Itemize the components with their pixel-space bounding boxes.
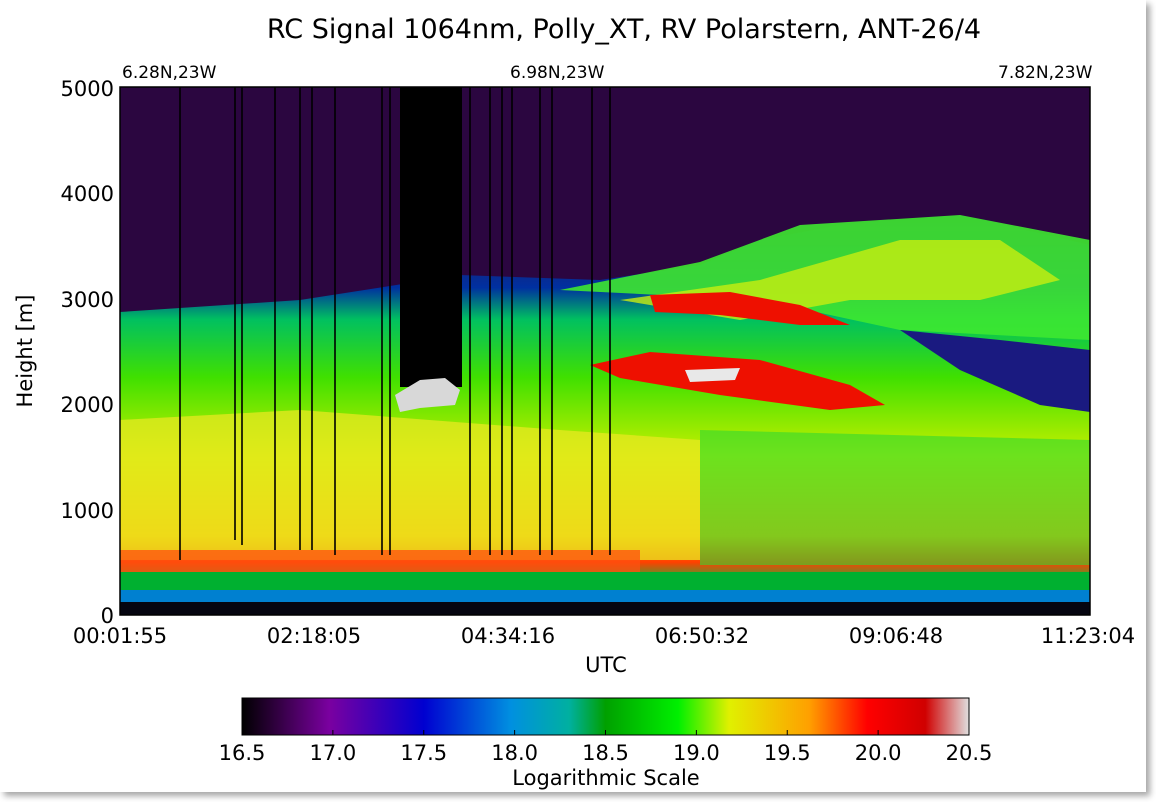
boundary-layer-yellow <box>120 410 700 560</box>
white-patch-main <box>685 368 740 382</box>
y-axis: 5000 4000 3000 2000 1000 0 Height [m] <box>13 77 114 628</box>
data-dropout-lines <box>179 87 611 560</box>
surface-green-band <box>120 572 1090 590</box>
heatmap-plot-area <box>120 87 1090 615</box>
y-tick-label-4000: 4000 <box>61 182 114 206</box>
plot-frame <box>119 86 1091 616</box>
lidar-figure: RC Signal 1064nm, Polly_XT, RV Polarster… <box>13 14 1135 790</box>
colorbar-tick-label: 20.0 <box>855 741 902 765</box>
x-tick-label-1: 00:01:55 <box>73 624 167 648</box>
colorbar-bar <box>241 697 970 736</box>
colorbar: 16.5 17.0 17.5 18.0 18.5 19.0 19.5 20.0 20.5 Log… <box>219 697 993 790</box>
colorbar-tick-label: 19.0 <box>673 741 720 765</box>
colorbar-tick-label: 16.5 <box>219 741 266 765</box>
y-tick-label-0: 0 <box>101 604 114 628</box>
colorbar-tick-label: 17.0 <box>309 741 356 765</box>
x-axis-label: UTC <box>585 653 627 677</box>
y-tick-label-3000: 3000 <box>61 288 114 312</box>
top-label-start: 6.28N,23W <box>122 63 217 83</box>
chart-title: RC Signal 1064nm, Polly_XT, RV Polarster… <box>267 14 981 45</box>
colorbar-tick-label: 19.5 <box>764 741 811 765</box>
colorbar-label: Logarithmic Scale <box>512 766 699 790</box>
y-tick-label-2000: 2000 <box>61 393 114 417</box>
x-tick-label-2: 02:18:05 <box>267 624 361 648</box>
y-tick-label-5000: 5000 <box>61 77 114 101</box>
top-label-middle: 6.98N,23W <box>510 63 605 83</box>
red-near-surface-band <box>120 550 640 572</box>
top-coordinate-labels: 6.28N,23W 6.98N,23W 7.82N,23W <box>122 63 1093 83</box>
x-tick-label-4: 06:50:32 <box>655 624 749 648</box>
top-label-end: 7.82N,23W <box>998 63 1093 83</box>
figure-frame: RC Signal 1064nm, Polly_XT, RV Polarster… <box>13 14 1136 790</box>
colorbar-tick-label: 18.5 <box>582 741 629 765</box>
y-axis-label: Height [m] <box>13 295 37 408</box>
colorbar-tick-label: 20.5 <box>946 741 993 765</box>
dark-band-upper-right <box>900 330 1090 412</box>
x-tick-label-3: 04:34:16 <box>461 624 555 648</box>
x-axis: 00:01:55 02:18:05 04:34:16 06:50:32 09:0… <box>73 624 1135 677</box>
y-tick-label-1000: 1000 <box>61 499 114 523</box>
colorbar-tick-label: 17.5 <box>400 741 447 765</box>
surface-blue-band <box>120 590 1090 602</box>
colorbar-tick-labels: 16.5 17.0 17.5 18.0 18.5 19.0 19.5 20.0 20.5 <box>219 730 993 765</box>
x-tick-label-5: 09:06:48 <box>849 624 943 648</box>
colorbar-tick-label: 18.0 <box>491 741 538 765</box>
data-gap <box>400 87 462 387</box>
x-tick-label-6: 11:23:04 <box>1041 624 1135 648</box>
boundary-layer-green-right <box>700 430 1090 565</box>
red-layer-upper <box>650 292 850 325</box>
surface-black-band <box>120 602 1090 615</box>
free-troposphere-region <box>120 87 1090 312</box>
red-layer-main <box>590 352 885 410</box>
white-cloud-patch <box>395 378 460 412</box>
